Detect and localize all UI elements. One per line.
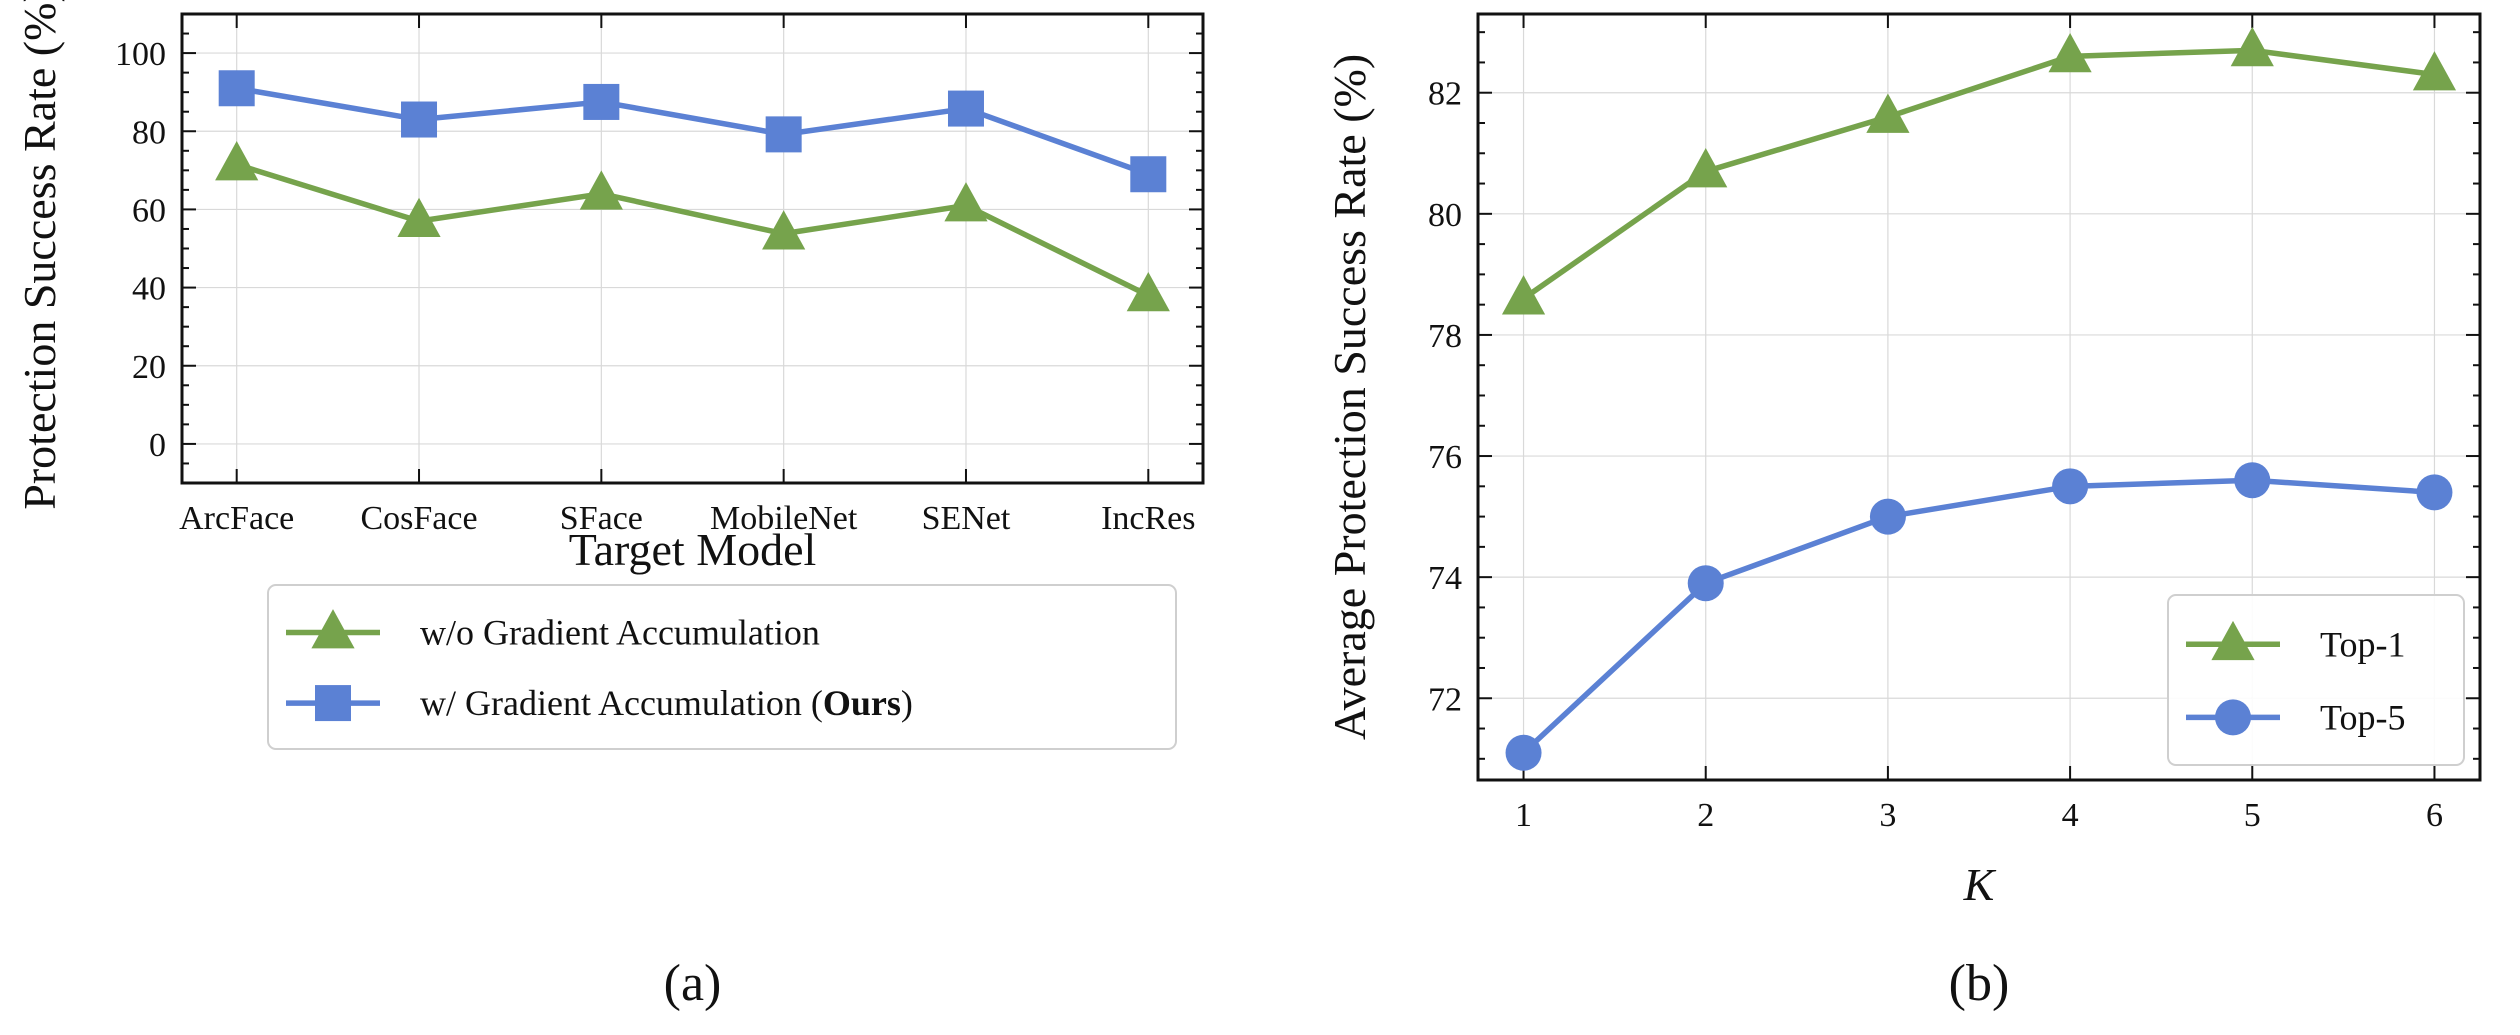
x-tick-label: SENet bbox=[922, 500, 1011, 537]
legend-label: w/ Gradient Accumulation (Ours) bbox=[420, 683, 913, 723]
x-tick-label: 6 bbox=[2426, 797, 2443, 834]
data-point bbox=[762, 210, 806, 250]
data-point bbox=[2416, 474, 2453, 511]
data-point bbox=[583, 83, 620, 120]
data-point bbox=[215, 141, 259, 181]
data-point bbox=[1126, 271, 1170, 312]
data-point bbox=[401, 101, 438, 138]
y-tick-label: 76 bbox=[1428, 439, 1462, 476]
panel-label: (a) bbox=[664, 955, 722, 1012]
y-tick-label: 0 bbox=[149, 427, 166, 464]
data-point bbox=[947, 90, 984, 127]
series-1 bbox=[1505, 462, 2453, 771]
legend-box bbox=[267, 584, 1177, 750]
x-axis-title: Target Model bbox=[569, 524, 817, 575]
y-tick-label: 20 bbox=[132, 349, 166, 386]
legend-marker bbox=[2215, 699, 2251, 736]
data-point bbox=[944, 182, 988, 222]
data-point bbox=[1505, 734, 1542, 771]
x-tick-label: 4 bbox=[2062, 797, 2079, 834]
panel-label: (b) bbox=[1949, 955, 2010, 1012]
data-point bbox=[579, 170, 623, 210]
series-line bbox=[1521, 477, 2435, 755]
plot-frame bbox=[180, 12, 1205, 485]
series-line bbox=[236, 85, 1150, 177]
legend-label-text: w/ Gradient Accumulation ( bbox=[420, 683, 823, 723]
y-tick-label: 82 bbox=[1428, 76, 1462, 113]
x-tick-label: CosFace bbox=[360, 500, 477, 537]
series-line bbox=[1521, 47, 2435, 301]
panel-a-chart: ArcFace CosFace SFace MobileNet SENet IncRes 0… bbox=[14, 0, 1205, 1012]
data-point bbox=[1866, 93, 1910, 133]
y-tick-label: 80 bbox=[1428, 197, 1462, 234]
data-point bbox=[2234, 462, 2271, 499]
data-point bbox=[2052, 468, 2089, 505]
ticks bbox=[182, 13, 1203, 484]
x-axis-title: K bbox=[1963, 859, 1997, 910]
data-point bbox=[218, 70, 255, 107]
x-tick-label: 1 bbox=[1515, 797, 1532, 834]
x-tick-label: 2 bbox=[1697, 797, 1714, 834]
series-1 bbox=[218, 70, 1167, 193]
legend: Top-1 Top-5 bbox=[2167, 594, 2465, 766]
data-point bbox=[1687, 565, 1724, 602]
data-point bbox=[1130, 156, 1167, 193]
y-tick-label: 40 bbox=[132, 271, 166, 308]
y-axis-title: Protection Success Rate (%) bbox=[14, 0, 65, 510]
x-tick-label: 5 bbox=[2244, 797, 2261, 834]
data-point bbox=[765, 116, 802, 153]
panel-b-chart: 1 2 3 4 5 6 72 74 76 78 80 82 K Average Protection Su… bbox=[1324, 12, 2482, 1012]
x-tick-label: SFace bbox=[560, 500, 643, 537]
data-point bbox=[1869, 498, 1906, 535]
legend-marker bbox=[311, 609, 355, 649]
legend-label-bold: Ours bbox=[823, 683, 901, 723]
data-point bbox=[1501, 275, 1546, 315]
x-tick-label: MobileNet bbox=[710, 500, 858, 537]
y-tick-label: 78 bbox=[1428, 318, 1462, 355]
legend-box bbox=[2167, 594, 2465, 766]
y-tick-label: 74 bbox=[1428, 560, 1462, 597]
legend-label-text: Top-1 bbox=[2320, 624, 2405, 664]
x-tick-label: 3 bbox=[1879, 797, 1896, 834]
data-point bbox=[2048, 32, 2092, 73]
series-line bbox=[235, 161, 1150, 298]
legend-label-text: w/o Gradient Accumulation bbox=[420, 613, 820, 653]
y-tick-label: 60 bbox=[132, 192, 166, 229]
series-0 bbox=[1501, 26, 2457, 315]
legend-label: Top-1 bbox=[2320, 624, 2405, 664]
x-tick-label: ArcFace bbox=[179, 500, 294, 537]
legend-label-text: Top-5 bbox=[2320, 697, 2405, 737]
x-tick-label: IncRes bbox=[1101, 500, 1195, 537]
legend-label: Top-5 bbox=[2320, 697, 2405, 737]
series-0 bbox=[215, 141, 1170, 312]
data-point bbox=[397, 197, 441, 238]
data-point bbox=[1684, 148, 1728, 188]
plot-frame bbox=[1476, 12, 2482, 782]
y-tick-label: 100 bbox=[115, 36, 166, 73]
y-axis-title: Average Protection Success Rate (%) bbox=[1324, 54, 1375, 740]
y-tick-label: 72 bbox=[1428, 681, 1462, 718]
legend-marker bbox=[315, 685, 351, 722]
legend-marker bbox=[2211, 620, 2255, 661]
grid bbox=[182, 14, 1203, 483]
legend-label-suffix: ) bbox=[901, 683, 913, 723]
legend-label: w/o Gradient Accumulation bbox=[420, 613, 820, 653]
data-point bbox=[2230, 26, 2274, 67]
data-point bbox=[2412, 51, 2457, 91]
y-tick-label: 80 bbox=[132, 114, 166, 151]
legend: w/o Gradient Accumulation w/ Gradient Acc… bbox=[267, 584, 1177, 750]
